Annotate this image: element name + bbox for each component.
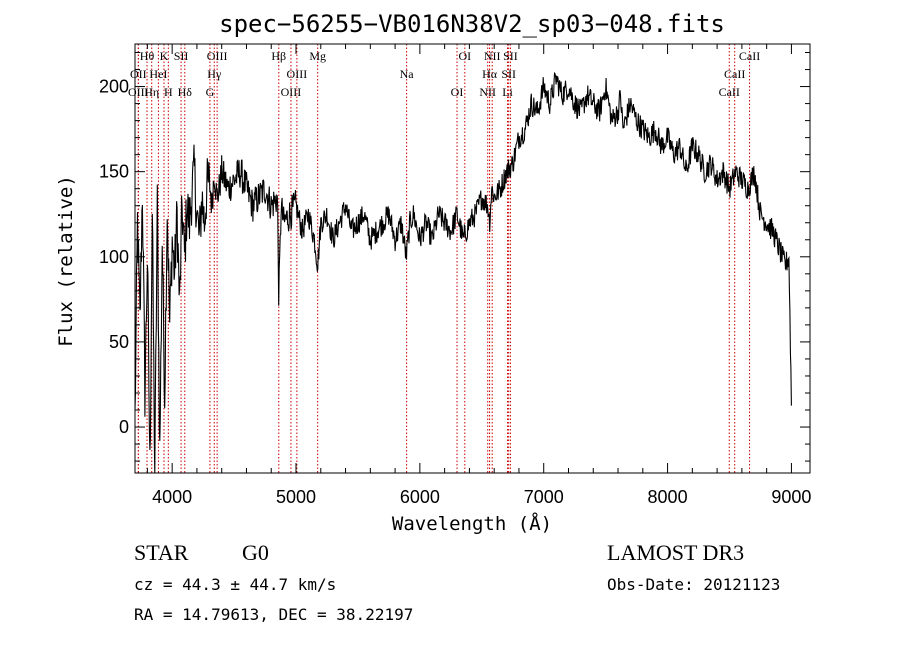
line-label: OII — [130, 67, 147, 81]
line-label: OI — [451, 85, 464, 99]
y-tick-label: 200 — [99, 77, 129, 97]
y-tick-label: 150 — [99, 162, 129, 182]
line-label: CaII — [719, 85, 740, 99]
line-label: HeI — [149, 67, 167, 81]
y-tick-label: 0 — [119, 417, 129, 437]
line-label: SII — [501, 67, 516, 81]
line-label: Li — [502, 85, 513, 99]
line-label: Hα — [482, 67, 498, 81]
line-label: Hδ — [178, 85, 193, 99]
redshift-text: cz = 44.3 ± 44.7 km/s — [134, 575, 336, 594]
line-label: Hβ — [271, 49, 286, 63]
line-label: SII — [174, 49, 189, 63]
line-label: OIII — [281, 85, 302, 99]
line-label: Mg — [309, 49, 326, 63]
object-class: STAR — [134, 540, 189, 565]
line-label: Hθ — [140, 49, 155, 63]
line-label: SII — [503, 49, 518, 63]
x-tick-label: 5000 — [276, 487, 316, 507]
line-label: CaII — [739, 49, 760, 63]
y-tick-label: 50 — [109, 332, 129, 352]
line-label: NII — [479, 85, 496, 99]
line-label: Hγ — [207, 67, 222, 81]
y-axis-label: Flux (relative) — [55, 175, 77, 347]
x-tick-label: 9000 — [771, 487, 811, 507]
line-label: OI — [458, 49, 471, 63]
observation-date: Obs-Date: 20121123 — [607, 575, 780, 594]
line-label: K — [160, 49, 169, 63]
line-label: Na — [400, 67, 415, 81]
line-label: CaII — [724, 67, 745, 81]
line-label: G — [206, 85, 215, 99]
line-label: OIII — [207, 49, 228, 63]
line-label: NII — [484, 49, 501, 63]
spectrum-line — [134, 71, 792, 474]
x-tick-label: 4000 — [152, 487, 192, 507]
object-subclass: G0 — [242, 540, 269, 565]
plot-frame — [134, 43, 811, 474]
x-tick-label: 8000 — [648, 487, 688, 507]
x-tick-label: 7000 — [524, 487, 564, 507]
y-tick-label: 100 — [99, 247, 129, 267]
line-label: Hη — [144, 85, 159, 99]
y-axis-ticks: 0 50 100 150 200 — [99, 52, 810, 462]
x-tick-label: 6000 — [400, 487, 440, 507]
chart-title: spec−56255−VB016N38V2_sp03−048.fits — [219, 10, 725, 38]
line-label: OIII — [128, 85, 149, 99]
line-label: H — [164, 85, 173, 99]
line-label: OIII — [287, 67, 308, 81]
coordinates-text: RA = 14.79613, DEC = 38.22197 — [134, 605, 413, 624]
spectral-line-markers — [137, 44, 751, 473]
survey-name: LAMOST DR3 — [607, 540, 744, 565]
x-axis-ticks: 4000 5000 6000 7000 8000 9000 — [146, 44, 811, 507]
x-axis-label: Wavelength (Å) — [392, 512, 552, 535]
